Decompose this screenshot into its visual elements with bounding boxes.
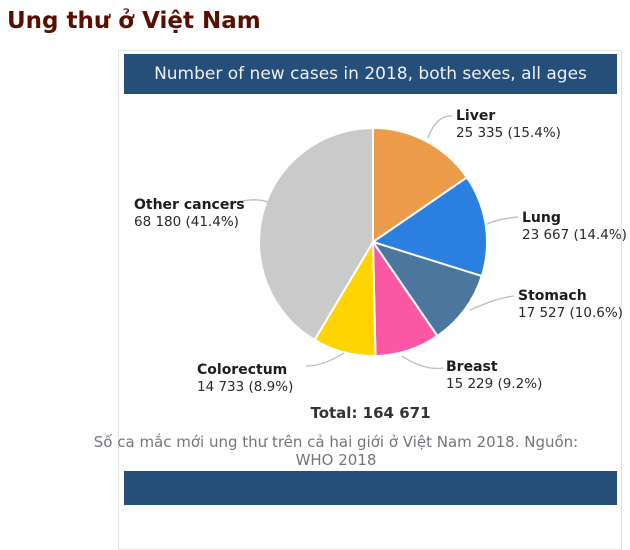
next-chart-header-partial [124, 471, 617, 505]
page-title: Ung thư ở Việt Nam [7, 8, 261, 34]
chart-panel: Number of new cases in 2018, both sexes,… [118, 50, 622, 550]
chart-header-bar: Number of new cases in 2018, both sexes,… [124, 54, 617, 94]
caption-line-1: Số ca mắc mới ung thư trên cả hai giới ở… [93, 433, 579, 451]
caption-line-2: WHO 2018 [295, 450, 377, 469]
source-caption: Số ca mắc mới ung thư trên cả hai giới ở… [76, 433, 596, 469]
total-label: Total: 164 671 [310, 404, 431, 422]
